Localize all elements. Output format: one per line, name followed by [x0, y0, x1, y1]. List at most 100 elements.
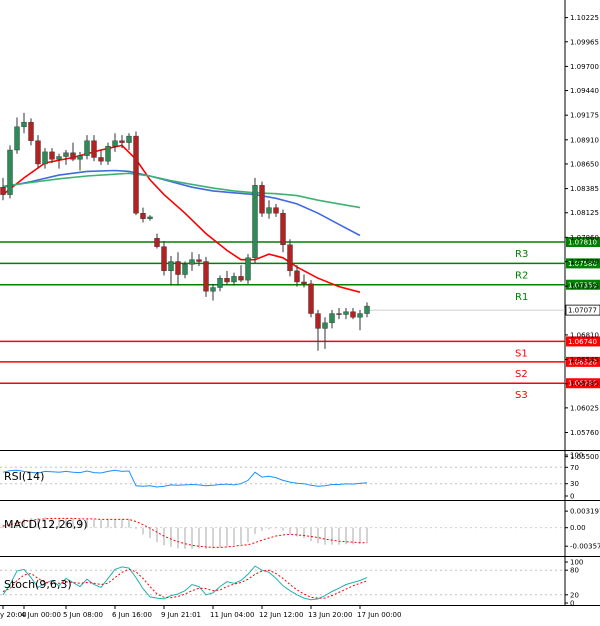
- price-tick-label: 1.07860: [570, 234, 599, 242]
- candle-body: [133, 135, 139, 214]
- candle-body: [203, 261, 209, 292]
- panel-tick-label: 100: [570, 452, 583, 460]
- candle-body: [210, 287, 216, 292]
- candle-body: [119, 140, 125, 143]
- price-tick-label: 1.08910: [570, 136, 599, 144]
- time-tick-label: 6 Jun 16:00: [112, 611, 152, 619]
- time-tick-label: 9 Jun 21:01: [161, 611, 201, 619]
- candle-body: [273, 207, 279, 214]
- candle-body: [0, 186, 6, 195]
- price-tick-label: 1.05760: [570, 429, 599, 437]
- candle-body: [329, 313, 335, 324]
- macd-title: MACD(12,26,9): [4, 518, 88, 531]
- candle-body: [105, 146, 111, 162]
- candle-body: [147, 216, 153, 219]
- level-price-text: 1.07810: [568, 239, 597, 247]
- candle-body: [49, 151, 55, 160]
- candle-body: [336, 313, 342, 315]
- moving-average-blue: [2, 169, 361, 237]
- price-tick-label: 1.06285: [570, 380, 599, 388]
- price-tick-label: 1.09700: [570, 63, 599, 71]
- candle-body: [350, 311, 356, 318]
- current-price-box: [565, 304, 600, 316]
- price-tick-label: 1.06545: [570, 356, 599, 364]
- macd-signal-line: [2, 517, 367, 548]
- level-price-box: [566, 279, 600, 290]
- moving-average-green: [2, 172, 361, 209]
- time-tick-label: 17 Jun 00:00: [357, 611, 401, 619]
- candle-body: [84, 140, 90, 156]
- level-price-box: [566, 336, 600, 347]
- candle-body: [28, 121, 34, 141]
- candle-body: [252, 185, 258, 259]
- candle-body: [217, 278, 223, 288]
- price-tick-label: 1.09440: [570, 87, 599, 95]
- panel-tick-label: 30: [570, 480, 579, 488]
- candle-body: [196, 259, 202, 262]
- panel-tick-label: 0: [570, 600, 574, 608]
- panel-tick-label: 80: [570, 567, 579, 575]
- candle-body: [343, 311, 349, 315]
- level-price-text: 1.06520: [568, 358, 597, 366]
- candle-body: [35, 140, 41, 165]
- candle-body: [357, 313, 363, 318]
- candle-body: [259, 185, 265, 214]
- candle-body: [280, 213, 286, 245]
- price-tick-label: 1.08650: [570, 160, 599, 168]
- price-tick-label: 1.06025: [570, 404, 599, 412]
- level-price-box: [566, 378, 600, 389]
- candle-body: [140, 213, 146, 219]
- panel-tick-label: -0.003573: [570, 543, 600, 551]
- price-tick-label: 1.07600: [570, 258, 599, 266]
- price-tick-label: 1.09965: [570, 38, 599, 46]
- panel-tick-label: 0.00: [570, 524, 586, 532]
- candle-body: [189, 259, 195, 265]
- candle-body: [238, 276, 244, 281]
- level-price-text: 1.07580: [568, 260, 597, 268]
- panel-tick-label: 100: [570, 559, 583, 567]
- candle-body: [168, 261, 174, 272]
- candle-body: [322, 322, 328, 329]
- candle-body: [91, 140, 97, 158]
- rsi-title: RSI(14): [4, 470, 44, 483]
- level-price-text: 1.06290: [568, 380, 597, 388]
- candle-body: [294, 270, 300, 283]
- candle-body: [182, 264, 188, 275]
- candle-body: [112, 140, 118, 147]
- price-tick-label: 1.05500: [570, 453, 599, 461]
- time-tick-label: 11 Jun 04:00: [210, 611, 254, 619]
- level-label-s2: S2: [515, 369, 528, 380]
- candle-body: [266, 207, 272, 214]
- time-tick-label: 13 Jun 20:00: [308, 611, 352, 619]
- candle-body: [56, 156, 62, 160]
- price-tick-label: 1.08385: [570, 185, 599, 193]
- candle-body: [308, 283, 314, 314]
- candle-body: [245, 257, 251, 281]
- level-price-box: [566, 237, 600, 248]
- time-tick-label: 5 Jun 08:00: [63, 611, 103, 619]
- candle-body: [14, 126, 20, 151]
- candle-body: [21, 121, 27, 127]
- candle-body: [63, 152, 69, 157]
- level-price-text: 1.07350: [568, 281, 597, 289]
- candle-body: [77, 155, 83, 160]
- panel-tick-label: 20: [570, 591, 579, 599]
- time-tick-label: 4 Jun 00:00: [21, 611, 61, 619]
- candle-body: [42, 151, 48, 165]
- candle-body: [175, 261, 181, 275]
- price-tick-label: 1.09175: [570, 112, 599, 120]
- candle-body: [301, 281, 307, 285]
- price-tick-label: 1.08125: [570, 209, 599, 217]
- candle-body: [7, 149, 13, 195]
- time-tick-label: y 20:00: [0, 611, 27, 619]
- candle-body: [161, 246, 167, 272]
- candle-body: [154, 238, 160, 247]
- time-tick-label: 12 Jun 12:00: [259, 611, 303, 619]
- level-label-r1: R1: [515, 292, 528, 303]
- candle-body: [315, 313, 321, 329]
- candle-body: [126, 135, 132, 143]
- rsi-line: [2, 469, 368, 488]
- candle-body: [287, 244, 293, 272]
